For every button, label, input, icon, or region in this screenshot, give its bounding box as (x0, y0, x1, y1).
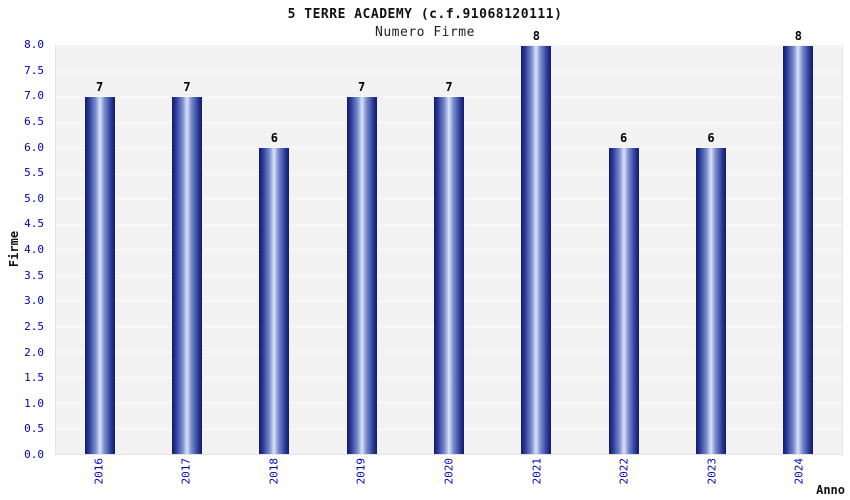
x-tick-label: 2018 (267, 458, 281, 485)
x-tick-label: 2020 (442, 458, 456, 485)
bar-2016 (84, 97, 115, 454)
bar-2022 (608, 148, 639, 454)
x-tick-label: 2023 (705, 458, 719, 485)
x-axis: 2016 2017 2018 2019 2020 2021 2022 2023 2024 (55, 458, 843, 498)
x-tick-label: 2019 (354, 458, 368, 485)
y-tick-label: 4.0 (24, 243, 44, 256)
y-tick-label: 3.5 (24, 268, 44, 282)
bar-2019 (346, 97, 377, 454)
y-tick-label: 1.5 (24, 371, 44, 385)
chart-title: 5 TERRE ACADEMY (c.f.91068120111) (287, 7, 563, 22)
bar-2020 (434, 97, 464, 454)
bar-value-label: 7 (358, 80, 366, 94)
bar-value-label: 6 (620, 131, 628, 145)
x-tick-label: 2016 (92, 458, 106, 485)
bar-2023 (696, 148, 726, 454)
y-tick-label: 2.0 (24, 345, 44, 359)
y-tick-label: 8.0 (24, 38, 44, 51)
y-tick-label: 6.0 (24, 140, 44, 154)
y-tick-label: 1.0 (24, 396, 44, 410)
y-tick-label: 5.0 (24, 191, 44, 205)
gridline (56, 71, 842, 72)
x-tick-label: 2024 (792, 458, 806, 485)
y-tick-label: 2.5 (24, 319, 44, 333)
bar-value-label: 7 (445, 80, 453, 94)
y-axis: 0.0 0.5 1.0 1.5 2.0 2.5 3.0 3.5 4.0 4.5 5.0 5.5 6.0 6… (0, 39, 49, 460)
bar-2017 (171, 97, 202, 454)
bar-value-label: 7 (96, 80, 104, 94)
plot-area: 7 7 6 7 7 8 6 6 8 (55, 30, 843, 455)
bar-value-label: 6 (270, 131, 278, 145)
y-tick-label: 7.5 (24, 63, 44, 77)
bar-2024 (783, 46, 814, 454)
y-tick-label: 5.5 (24, 166, 44, 180)
bar-value-label: 7 (183, 80, 191, 94)
y-tick-label: 7.0 (24, 89, 44, 103)
x-tick-label: 2022 (617, 458, 631, 485)
bar-2018 (259, 148, 290, 454)
bar-value-label: 8 (794, 29, 802, 43)
chart-subtitle: Numero Firme (375, 25, 475, 40)
x-tick-label: 2021 (530, 458, 544, 485)
gridline (56, 45, 842, 47)
bar-2021 (521, 46, 552, 454)
y-tick-label: 4.5 (24, 217, 44, 231)
y-tick-label: 6.5 (24, 114, 44, 128)
y-tick-label: 0.0 (24, 448, 44, 461)
y-tick-label: 0.5 (24, 422, 44, 436)
bar-value-label: 6 (707, 131, 715, 145)
bar-value-label: 8 (532, 29, 540, 43)
y-tick-label: 3.0 (24, 294, 44, 308)
x-tick-label: 2017 (179, 458, 193, 485)
x-axis-title: Anno (816, 483, 845, 497)
